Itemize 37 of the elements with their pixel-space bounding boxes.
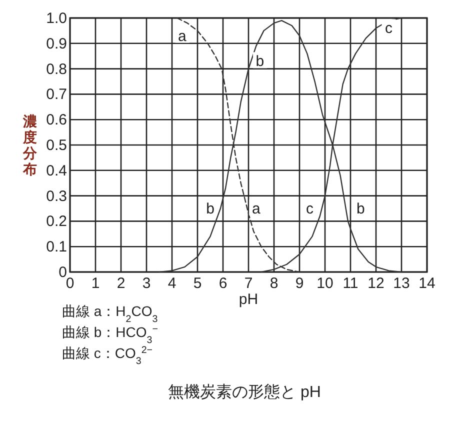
y-tick-label: 0.9	[46, 35, 67, 52]
annotation: a	[178, 28, 188, 45]
y-tick-label: 0	[58, 264, 67, 281]
x-tick-label: 9	[295, 275, 304, 292]
x-tick-label: 14	[418, 275, 436, 292]
annotation: b	[256, 53, 264, 70]
x-tick-label: 6	[218, 275, 228, 292]
line-series	[158, 20, 402, 273]
x-tick-label: 4	[168, 275, 176, 292]
x-tick-label: 13	[393, 275, 410, 292]
x-tick-label: 8	[270, 275, 278, 292]
y-tick-label: 0.2	[46, 213, 67, 230]
x-tick-label: 10	[316, 275, 334, 292]
annotation: c	[306, 200, 314, 218]
y-tick-label: 0.5	[46, 137, 67, 154]
x-tick-label: 2	[116, 275, 126, 292]
y-tick-label: 0.4	[46, 162, 67, 180]
x-tick-label: 1	[91, 275, 100, 292]
text: 曲線 a：H$_{2}$CO$_{3}$	[62, 303, 158, 324]
y-axis-title: 濃度分布	[22, 113, 38, 177]
x-tick-label: 7	[244, 275, 253, 292]
y-tick-label: 0.6	[46, 112, 67, 129]
y-tick-label: 1.0	[46, 10, 67, 27]
y-tick-label: 0.8	[46, 60, 67, 78]
y-tick-label: 0.1	[46, 238, 67, 256]
x-tick-label: 3	[142, 275, 151, 292]
x-tick-label: 12	[368, 275, 384, 292]
y-tick-label: 0.7	[46, 86, 67, 104]
y-tick-label: 0.3	[46, 188, 67, 205]
annotation: a	[252, 200, 261, 218]
x-tick-label: 5	[193, 275, 202, 292]
annotation: c	[385, 20, 393, 38]
annotation: b	[206, 200, 214, 218]
x-axis-title: pH	[238, 291, 258, 308]
x-tick-label: 11	[342, 275, 358, 292]
annotation: b	[356, 200, 365, 218]
text: 無機炭素の形態と pH	[168, 383, 321, 401]
